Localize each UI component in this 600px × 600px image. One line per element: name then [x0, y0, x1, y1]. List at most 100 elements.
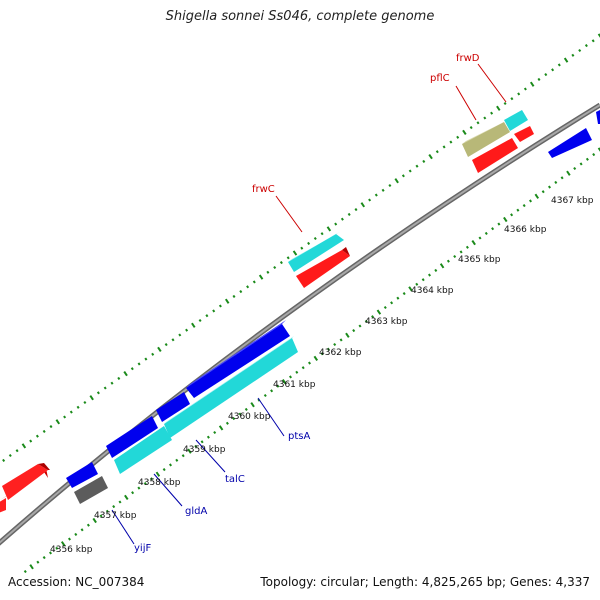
- tick-dot: [544, 73, 548, 77]
- tick-dot: [453, 254, 457, 259]
- gene-label-frwD[interactable]: frwD: [456, 53, 480, 64]
- tick-dot: [462, 129, 467, 136]
- tick-dot: [252, 280, 256, 284]
- tick-dot: [286, 256, 290, 260]
- reverse-gene-features: [66, 110, 600, 504]
- tick-dot: [130, 367, 134, 371]
- tick-dot: [490, 111, 494, 115]
- tick-dot: [459, 250, 463, 254]
- scale-label-4356: 4356 kbp: [50, 545, 93, 555]
- gene-feature-yijF-blue[interactable]: [66, 462, 98, 488]
- gene-feature-frwC[interactable]: [288, 232, 344, 272]
- tick-dot: [162, 468, 166, 472]
- tick-dot: [390, 301, 394, 305]
- tick-dot: [434, 268, 438, 272]
- tick-dot: [55, 546, 59, 550]
- tick-dot: [381, 188, 385, 192]
- tick-dot: [442, 145, 446, 149]
- tick-dot: [427, 273, 432, 277]
- tick-dot: [597, 147, 600, 153]
- gene-feature-frwD[interactable]: [504, 110, 528, 131]
- tick-dot: [326, 226, 332, 232]
- tick-dot: [408, 286, 413, 292]
- tick-dot: [566, 170, 571, 176]
- tick-dot: [69, 410, 73, 414]
- tick-dot: [218, 425, 224, 431]
- tick-dot: [446, 259, 450, 263]
- tick-dot: [345, 332, 350, 338]
- tick-dot: [449, 140, 453, 144]
- tick-dot: [178, 333, 182, 337]
- gene-feature-ptsA-blue[interactable]: [186, 320, 290, 398]
- scale-label-4362: 4362 kbp: [319, 348, 362, 358]
- gene-label-talC[interactable]: talC: [225, 474, 245, 485]
- tick-dot: [99, 514, 103, 518]
- tick-dot: [503, 216, 508, 223]
- tick-dot: [541, 190, 545, 194]
- gene-feature-talC-cyan[interactable]: [164, 336, 298, 438]
- gene-feature-frwC-red[interactable]: [296, 247, 350, 288]
- scale-label-4359: 4359 kbp: [183, 445, 226, 455]
- tick-dot: [415, 282, 419, 286]
- tick-dot: [232, 294, 236, 298]
- tick-dot: [117, 376, 121, 380]
- gene-label-gldA[interactable]: gldA: [185, 506, 207, 517]
- tick-dot: [439, 263, 445, 269]
- gene-label-frwC[interactable]: frwC: [252, 184, 275, 195]
- gene-label-yijF[interactable]: yijF: [134, 543, 151, 554]
- tick-dot: [8, 453, 12, 458]
- scale-label-4366: 4366 kbp: [504, 225, 547, 235]
- gene-feature-blue-left[interactable]: [106, 416, 158, 458]
- tick-dot: [340, 217, 344, 221]
- tick-dot: [478, 236, 482, 240]
- tick-dot: [244, 407, 248, 411]
- tick-dot: [534, 193, 540, 199]
- scale-labels: 4356 kbp 4357 kbp 4358 kbp 4359 kbp 4360…: [50, 196, 594, 555]
- tick-dot: [155, 471, 161, 477]
- tick-dot: [157, 346, 162, 353]
- tick-dot: [15, 449, 19, 453]
- gene-feature-red-edge[interactable]: [0, 498, 6, 514]
- tick-dot: [394, 178, 399, 184]
- gene-feature-red[interactable]: [0, 463, 50, 500]
- tick-dot: [279, 261, 283, 265]
- tick-dot: [74, 532, 78, 536]
- scale-label-4360: 4360 kbp: [228, 412, 271, 422]
- tick-dot: [510, 97, 514, 101]
- tick-dot: [517, 92, 521, 96]
- tick-dot: [246, 285, 250, 289]
- tick-dot: [143, 481, 147, 486]
- gene-feature-yijF-gray[interactable]: [74, 476, 108, 504]
- tick-dot: [124, 494, 129, 501]
- gene-feature-gldA-cyan[interactable]: [114, 426, 172, 474]
- tick-dot: [584, 44, 588, 48]
- tick-dot: [376, 309, 382, 315]
- tick-dot: [579, 162, 583, 166]
- tick-dot: [358, 324, 362, 328]
- tick-dot: [49, 425, 53, 429]
- gene-feature-blue-right[interactable]: [548, 110, 600, 158]
- tick-dot: [0, 587, 2, 592]
- tick-dot: [554, 180, 558, 184]
- gene-feature-pflC-red[interactable]: [472, 126, 534, 173]
- tick-dot: [573, 166, 577, 171]
- scale-label-4358: 4358 kbp: [138, 478, 181, 488]
- gene-label-pflC[interactable]: pflC: [430, 73, 450, 84]
- tick-dot: [110, 381, 114, 385]
- tick-dot: [522, 204, 526, 208]
- tick-dot: [435, 150, 439, 154]
- gene-feature-blue-mid[interactable]: [156, 392, 190, 422]
- tick-dot: [352, 329, 356, 333]
- tick-dot: [320, 232, 324, 236]
- tick-dot: [263, 393, 267, 398]
- tick-dot: [469, 126, 473, 130]
- genome-backbone: [0, 102, 600, 546]
- tick-dot: [205, 314, 209, 318]
- tick-dot: [333, 342, 337, 347]
- gene-feature-pflC-olive[interactable]: [462, 120, 510, 157]
- tick-dot: [354, 208, 358, 212]
- map-title: Shigella sonnei Ss046, complete genome: [165, 9, 435, 24]
- tick-dot: [537, 77, 541, 81]
- tick-dot: [339, 338, 343, 342]
- gene-label-ptsA[interactable]: ptsA: [288, 431, 310, 442]
